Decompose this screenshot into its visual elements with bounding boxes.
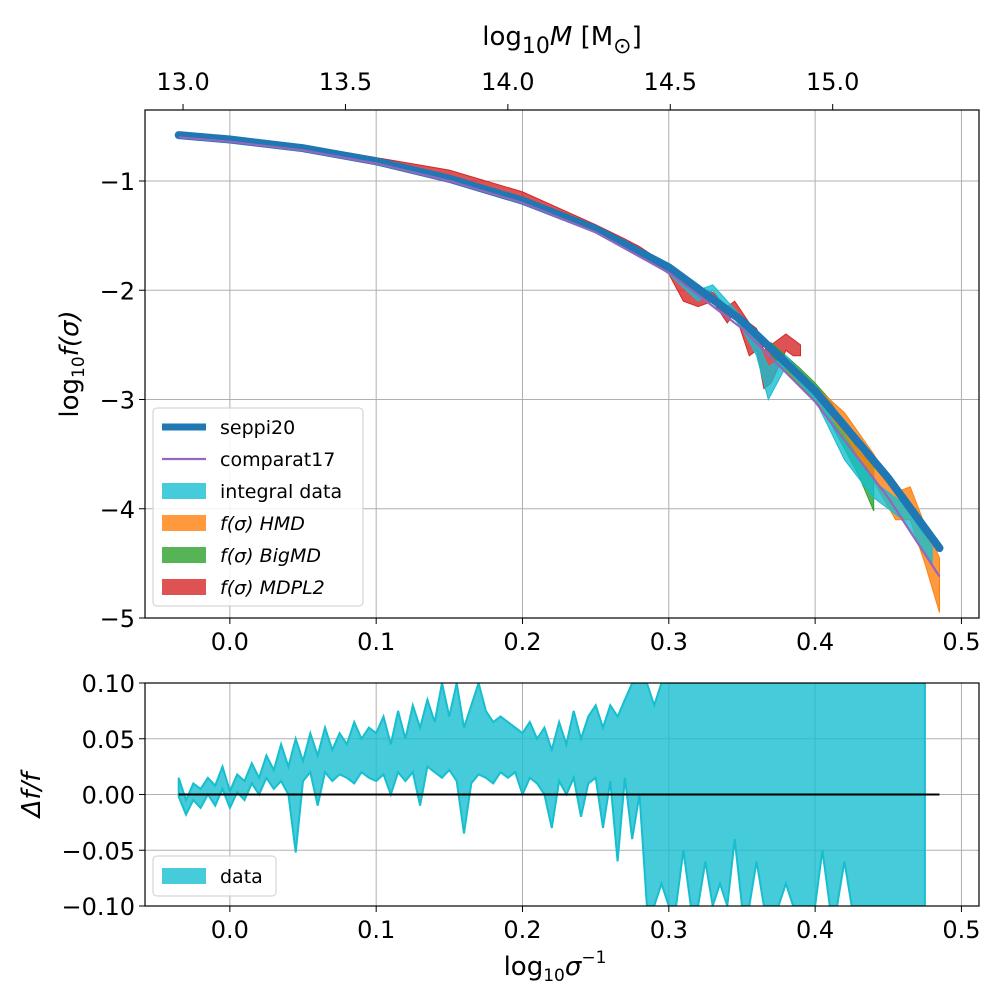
bottom-title-sup: −1: [581, 948, 606, 968]
main-x-tick-label: 0.5: [942, 628, 980, 656]
residual-x-tick-label: 0.3: [650, 916, 688, 944]
legend-label: f(σ) BigMD: [220, 545, 321, 567]
legend-swatch-patch: [162, 579, 206, 595]
legend-label: f(σ) HMD: [220, 513, 305, 535]
main-panel: 0.0 0.1 0.2 0.3 0.4 0.5 −1 −2 −3 −4 −5 13.0 13.5 14.0…: [55, 22, 981, 656]
main-y-tick-label: −1: [100, 168, 135, 196]
residual-x-tick-label: 0.4: [796, 916, 834, 944]
top-axis-title: log10M [M⊙]: [482, 22, 642, 59]
main-x-tick-label: 0.2: [503, 628, 541, 656]
main-x-tick-label: 0.0: [211, 628, 249, 656]
top-axis-title-postsub: ⊙: [613, 34, 631, 59]
residual-legend-label: data: [220, 866, 263, 888]
residual-legend: data: [152, 855, 277, 897]
top-axis-title-close: ]: [632, 22, 642, 52]
main-frame: [144, 109, 980, 619]
residual-x-tick-label: 0.2: [503, 916, 541, 944]
top-x-tick-label: 15.0: [806, 68, 859, 96]
residual-y-tick-label: −0.05: [61, 837, 135, 865]
legend-label: comparat17: [220, 449, 335, 471]
main-y-tick-label: −4: [100, 496, 135, 524]
line-seppi20: [174, 131, 944, 553]
top-x-tick-label: 14.5: [644, 68, 697, 96]
residual-y-tick-label: 0.10: [82, 670, 135, 698]
main-x-tick-label: 0.4: [796, 628, 834, 656]
bottom-title-pre: log: [504, 952, 544, 982]
legend-label: f(σ) MDPL2: [220, 577, 325, 599]
main-y-title-pre: log: [55, 378, 85, 418]
legend-swatch-patch: [162, 515, 206, 531]
top-axis-title-post: [M: [572, 22, 613, 52]
residual-legend-box: [152, 855, 277, 897]
residual-y-tick-label: 0.05: [82, 726, 135, 754]
legend-label: seppi20: [220, 417, 295, 439]
legend-label: integral data: [220, 481, 342, 503]
top-x-tick-label: 13.0: [156, 68, 209, 96]
band-integral-data: [668, 265, 933, 566]
main-y-tick-label: −2: [100, 277, 135, 305]
band-f-mdpl2: [346, 152, 801, 390]
top-axis-title-italic: M: [550, 22, 572, 52]
residual-y-axis-title: Δf/f: [17, 769, 47, 820]
main-x-tick-label: 0.1: [357, 628, 395, 656]
residual-y-tick-label: −0.10: [61, 893, 135, 921]
residual-ticks: 0.0 0.1 0.2 0.3 0.4 0.5 0.10 0.05 0.00 −0.05 −0.10: [61, 670, 980, 944]
main-ticks: 0.0 0.1 0.2 0.3 0.4 0.5 −1 −2 −3 −4 −5 13.0 13.5 14.0…: [100, 68, 981, 656]
main-legend: seppi20 comparat17 integral data f(σ) HMD f(…: [152, 407, 364, 607]
line-comparat17: [178, 136, 941, 578]
top-x-tick-label: 14.0: [481, 68, 534, 96]
main-y-axis-title: log10f(σ): [55, 310, 89, 417]
residual-plot-area: [177, 683, 940, 906]
main-y-tick-label: −3: [100, 387, 135, 415]
main-x-tick-label: 0.3: [650, 628, 688, 656]
main-y-tick-label: −5: [100, 605, 135, 633]
legend-swatch-patch: [162, 547, 206, 563]
top-axis-title-pre: log: [482, 22, 522, 52]
legend-swatch-patch: [162, 483, 206, 499]
main-plot-area: [174, 131, 944, 613]
top-x-tick-label: 13.5: [319, 68, 372, 96]
bottom-title-italic: σ: [565, 952, 583, 982]
bottom-axis-title: log10σ−1: [504, 948, 607, 986]
bottom-title-sub: 10: [543, 966, 565, 986]
residual-x-tick-label: 0.0: [211, 916, 249, 944]
residual-panel: 0.0 0.1 0.2 0.3 0.4 0.5 0.10 0.05 0.00 −0.05 −0.10…: [17, 670, 981, 986]
top-axis-title-sub: 10: [522, 34, 550, 59]
main-y-title-sub: 10: [69, 356, 89, 378]
residual-legend-swatch: [162, 868, 206, 884]
residual-y-tick-label: 0.00: [82, 782, 135, 810]
residual-x-tick-label: 0.1: [357, 916, 395, 944]
residual-x-tick-label: 0.5: [942, 916, 980, 944]
main-y-title-post: f(σ): [55, 310, 85, 356]
